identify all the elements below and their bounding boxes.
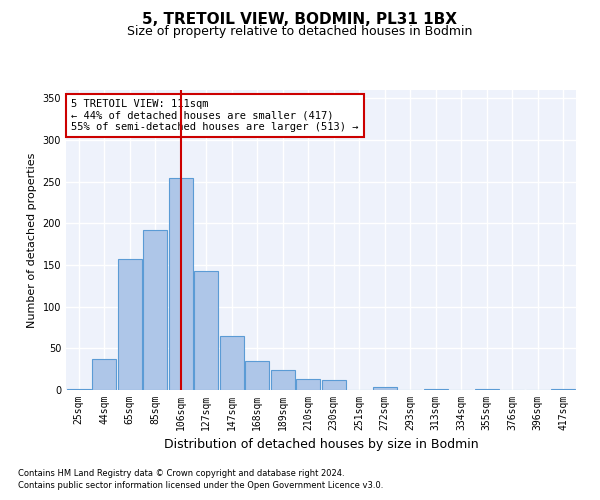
Bar [143, 230, 167, 390]
Bar [373, 386, 397, 390]
Text: 5, TRETOIL VIEW, BODMIN, PL31 1BX: 5, TRETOIL VIEW, BODMIN, PL31 1BX [143, 12, 458, 28]
Bar [92, 359, 116, 390]
X-axis label: Distribution of detached houses by size in Bodmin: Distribution of detached houses by size … [164, 438, 478, 452]
Bar [475, 389, 499, 390]
Bar [194, 271, 218, 390]
Bar [551, 389, 575, 390]
Bar [245, 361, 269, 390]
Bar [322, 380, 346, 390]
Text: Size of property relative to detached houses in Bodmin: Size of property relative to detached ho… [127, 25, 473, 38]
Bar [220, 336, 244, 390]
Text: Contains public sector information licensed under the Open Government Licence v3: Contains public sector information licen… [18, 481, 383, 490]
Bar [67, 389, 91, 390]
Y-axis label: Number of detached properties: Number of detached properties [27, 152, 37, 328]
Bar [169, 178, 193, 390]
Bar [424, 389, 448, 390]
Text: 5 TRETOIL VIEW: 111sqm
← 44% of detached houses are smaller (417)
55% of semi-de: 5 TRETOIL VIEW: 111sqm ← 44% of detached… [71, 99, 359, 132]
Bar [271, 370, 295, 390]
Bar [296, 379, 320, 390]
Bar [118, 259, 142, 390]
Text: Contains HM Land Registry data © Crown copyright and database right 2024.: Contains HM Land Registry data © Crown c… [18, 468, 344, 477]
